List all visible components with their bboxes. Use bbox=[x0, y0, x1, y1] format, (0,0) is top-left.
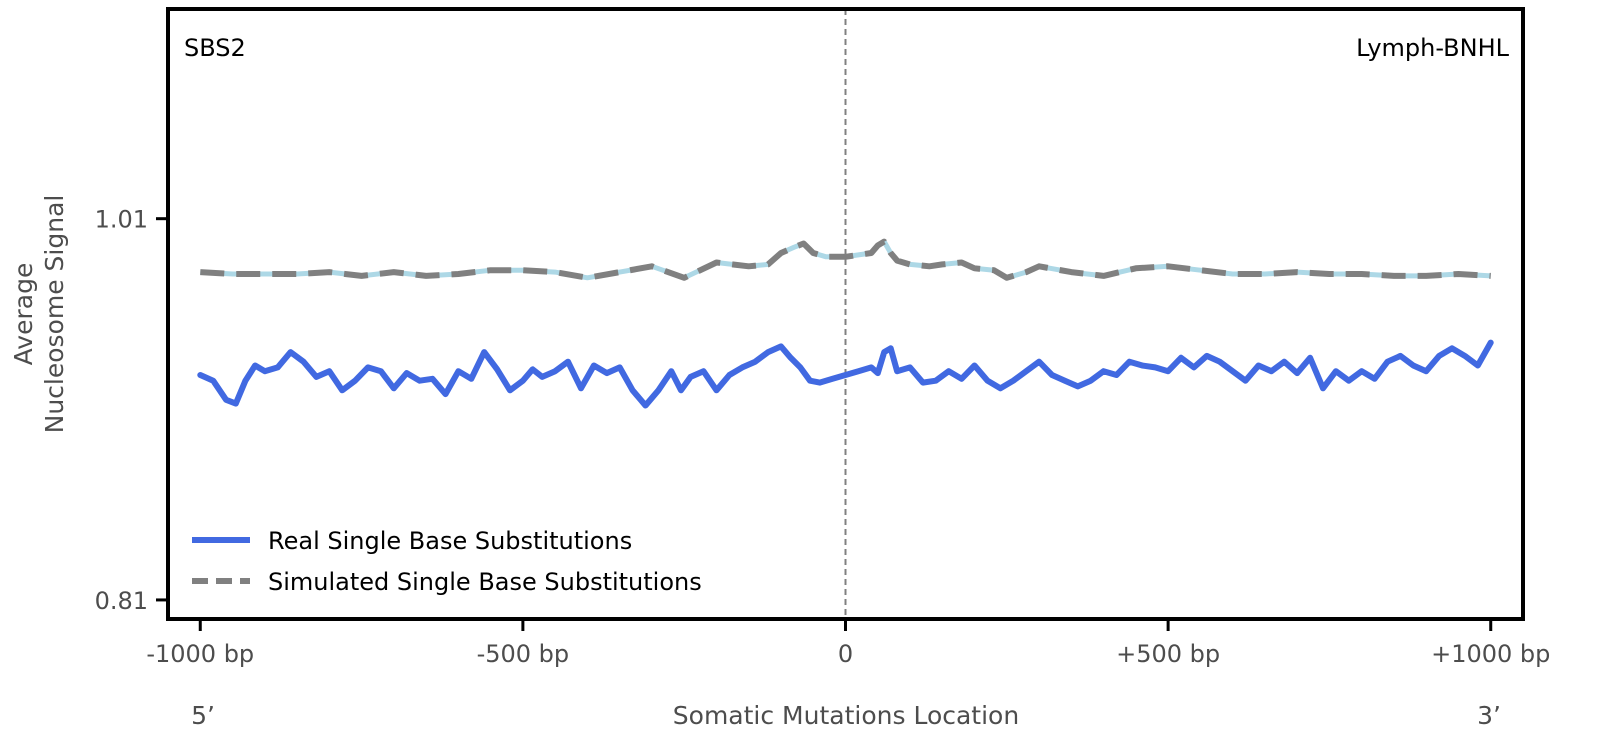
series-real-line bbox=[197, 339, 1494, 409]
y-tick-label: 1.01 bbox=[95, 206, 148, 234]
tissue-label: Lymph-BNHL bbox=[1356, 34, 1509, 62]
y-axis: 0.81 1.01 bbox=[95, 206, 168, 615]
x-tick-label: +1000 bp bbox=[1431, 640, 1550, 668]
series-layer bbox=[197, 238, 1494, 409]
three-prime-label: 3’ bbox=[1477, 701, 1501, 730]
signature-label: SBS2 bbox=[184, 34, 246, 62]
x-tick-label: 0 bbox=[838, 640, 853, 668]
x-axis-title: Somatic Mutations Location bbox=[673, 701, 1019, 730]
legend: Real Single Base Substitutions Simulated… bbox=[192, 527, 702, 596]
y-axis-title-line-2: Nucleosome Signal bbox=[40, 195, 69, 434]
x-tick-label: +500 bp bbox=[1116, 640, 1220, 668]
series-simulated-line bbox=[200, 238, 1491, 281]
legend-label-simulated: Simulated Single Base Substitutions bbox=[268, 568, 702, 596]
x-axis: -1000 bp -500 bp 0 +500 bp +1000 bp bbox=[146, 619, 1550, 668]
x-tick-label: -500 bp bbox=[477, 640, 570, 668]
y-axis-title: Average Nucleosome Signal bbox=[9, 195, 69, 434]
y-tick-label: 0.81 bbox=[95, 587, 148, 615]
legend-label-real: Real Single Base Substitutions bbox=[268, 527, 632, 555]
five-prime-label: 5’ bbox=[191, 701, 215, 730]
y-axis-title-line-1: Average bbox=[9, 263, 38, 366]
x-tick-label: -1000 bp bbox=[146, 640, 254, 668]
